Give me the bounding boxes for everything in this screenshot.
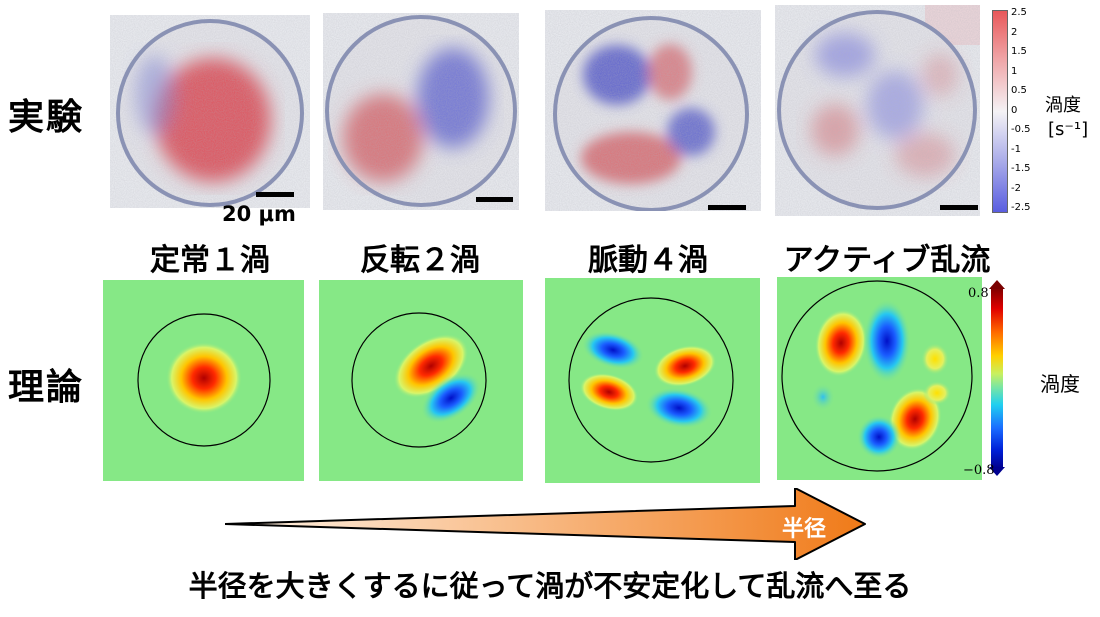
theory-panel-active-turbulence — [777, 277, 982, 480]
experiment-colorbar-tick: -2.5 — [1011, 202, 1031, 213]
experiment-colorbar-tick: 0 — [1011, 104, 1018, 116]
theory-panel-reversing-two-vortex — [319, 280, 523, 481]
experiment-colorbar-unit: [s⁻¹] — [1048, 119, 1089, 140]
arrow-label: 半径 — [782, 517, 827, 542]
theory-colorbar-min-label: −0.8 — [963, 463, 995, 478]
experiment-colorbar-tick: 2 — [1011, 26, 1018, 38]
theory-colorbar-top-cap — [989, 280, 1005, 289]
theory-colorbar-bottom-cap — [989, 467, 1005, 476]
experiment-panel-reversing-two-vortex — [323, 13, 519, 210]
scale-bar-label: 20 μm — [222, 202, 296, 226]
experiment-colorbar-tick: 1.5 — [1011, 46, 1027, 57]
scale-bar — [476, 197, 513, 202]
experiment-panel-active-turbulence — [775, 5, 980, 216]
experiment-colorbar-tick: -2 — [1011, 182, 1021, 194]
caption: 半径を大きくするに従って渦が不安定化して乱流へ至る — [188, 569, 912, 603]
column-label-reversing-two-vortex: 反転２渦 — [360, 243, 480, 278]
theory-colorbar — [991, 287, 1003, 468]
theory-colorbar-title: 渦度 — [1040, 372, 1080, 396]
theory-row-label: 理論 — [8, 367, 85, 408]
theory-panel-pulsating-four-vortex — [545, 278, 760, 483]
scale-bar — [940, 205, 978, 210]
column-label-steady-vortex: 定常１渦 — [150, 243, 270, 278]
experiment-colorbar-tick: 1 — [1011, 65, 1018, 77]
column-label-pulsating-four-vortex: 脈動４渦 — [588, 243, 708, 278]
column-label-active-turbulence: アクティブ乱流 — [783, 243, 991, 278]
experiment-colorbar-tick: -1 — [1011, 143, 1021, 155]
experiment-colorbar-title: 渦度 — [1045, 95, 1081, 116]
scale-bar — [256, 192, 294, 197]
experiment-colorbar-tick: 2.5 — [1011, 7, 1027, 18]
experiment-colorbar-tick: -0.5 — [1011, 124, 1031, 135]
experiment-colorbar — [992, 10, 1008, 213]
theory-colorbar-max-label: 0.8 — [968, 286, 989, 301]
experiment-panel-pulsating-four-vortex — [545, 10, 761, 211]
theory-panel-steady-vortex — [103, 280, 304, 481]
experiment-panel-steady-vortex — [110, 15, 310, 208]
experiment-row-label: 実験 — [8, 97, 85, 138]
scale-bar — [708, 205, 746, 210]
experiment-colorbar-tick: 0.5 — [1011, 85, 1027, 96]
radius-increase-arrow — [225, 488, 866, 560]
experiment-colorbar-tick: -1.5 — [1011, 163, 1031, 174]
